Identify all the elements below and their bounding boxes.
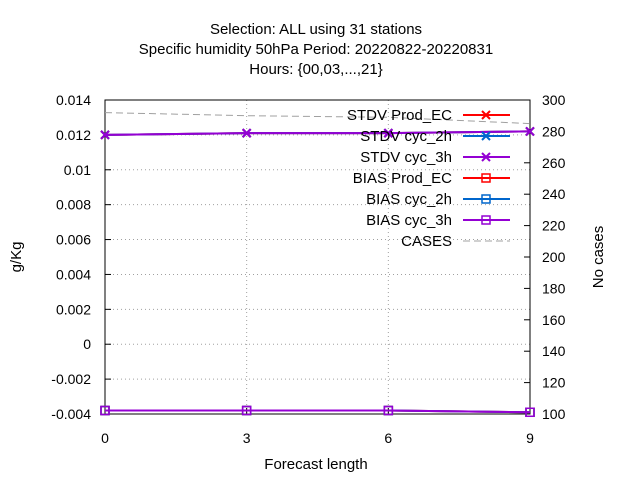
legend-label: BIAS cyc_3h (366, 212, 452, 229)
y2-tick-label: 100 (542, 406, 566, 422)
legend-item: STDV Prod_EC (347, 107, 510, 124)
y-tick-label: 0.012 (56, 127, 91, 143)
y2-tick-label: 220 (542, 218, 566, 234)
y-tick-label: -0.004 (51, 406, 91, 422)
y-tick-label: 0.006 (56, 232, 91, 248)
legend-item: CASES (401, 233, 510, 250)
legend-marker (481, 131, 491, 141)
y-tick-label: 0 (83, 336, 91, 352)
legend-item: STDV cyc_2h (360, 128, 510, 145)
legend-item: STDV cyc_3h (360, 149, 510, 166)
y2-tick-label: 280 (542, 123, 566, 139)
chart-title-line: Selection: ALL using 31 stations (210, 21, 422, 38)
legend-label: STDV Prod_EC (347, 107, 452, 124)
legend-marker (481, 110, 491, 120)
series-line (104, 130, 531, 136)
y2-axis-label: No cases (590, 226, 607, 289)
y-axis-label: g/Kg (8, 242, 25, 273)
legend-marker (481, 194, 491, 204)
legend-label: BIAS Prod_EC (353, 170, 452, 187)
legend-item: BIAS Prod_EC (353, 170, 510, 187)
series (100, 112, 535, 418)
y-tick-label: 0.014 (56, 92, 91, 108)
legend-label: STDV cyc_2h (360, 128, 452, 145)
legend-marker (481, 152, 491, 162)
y2-tick-label: 240 (542, 186, 566, 202)
grid (105, 100, 530, 414)
y2-tick-label: 160 (542, 312, 566, 328)
chart-title-line: Specific humidity 50hPa Period: 20220822… (139, 41, 493, 58)
data-point (525, 407, 535, 418)
legend: STDV Prod_EC STDV cyc_2h STDV cyc_3h BIAS P… (347, 107, 510, 250)
plot-frame (104, 99, 531, 415)
y-tick-label: 0.002 (56, 301, 91, 317)
legend-label: BIAS cyc_2h (366, 191, 452, 208)
y-tick-label: 0.01 (64, 162, 91, 178)
series-line (104, 112, 531, 125)
x-tick-label: 3 (243, 430, 251, 446)
legend-label: CASES (401, 233, 452, 250)
y2-tick-label: 200 (542, 249, 566, 265)
y2-tick-label: 260 (542, 155, 566, 171)
chart-title-line: Hours: {00,03,...,21} (249, 61, 382, 78)
legend-marker (481, 215, 491, 225)
data-point (241, 405, 252, 416)
x-axis-label: Forecast length (264, 456, 367, 473)
y-tick-label: 0.004 (56, 266, 91, 282)
x-tick-label: 6 (384, 430, 392, 446)
legend-item: BIAS cyc_3h (366, 212, 510, 229)
chart-title: Selection: ALL using 31 stations Specific… (139, 21, 493, 78)
data-point (241, 128, 252, 138)
legend-marker (481, 173, 491, 183)
data-point (383, 128, 394, 138)
legend-label: STDV cyc_3h (360, 149, 452, 166)
y2-tick-label: 140 (542, 343, 566, 359)
data-point (525, 126, 535, 137)
data-point (100, 130, 110, 140)
y2-tick-label: 180 (542, 280, 566, 296)
data-point (383, 405, 394, 416)
y-tick-label: -0.002 (51, 371, 91, 387)
y2-tick-label: 300 (542, 92, 566, 108)
series-line (105, 409, 531, 414)
x-tick-label: 9 (526, 430, 534, 446)
axes: -0.004 -0.002 0 0.002 0.004 0.006 0.008 0.01 0.0… (51, 92, 565, 446)
y-tick-label: 0.008 (56, 197, 91, 213)
data-point (100, 405, 110, 416)
legend-item: BIAS cyc_2h (366, 191, 510, 208)
x-tick-label: 0 (101, 430, 109, 446)
y2-tick-label: 120 (542, 375, 566, 391)
